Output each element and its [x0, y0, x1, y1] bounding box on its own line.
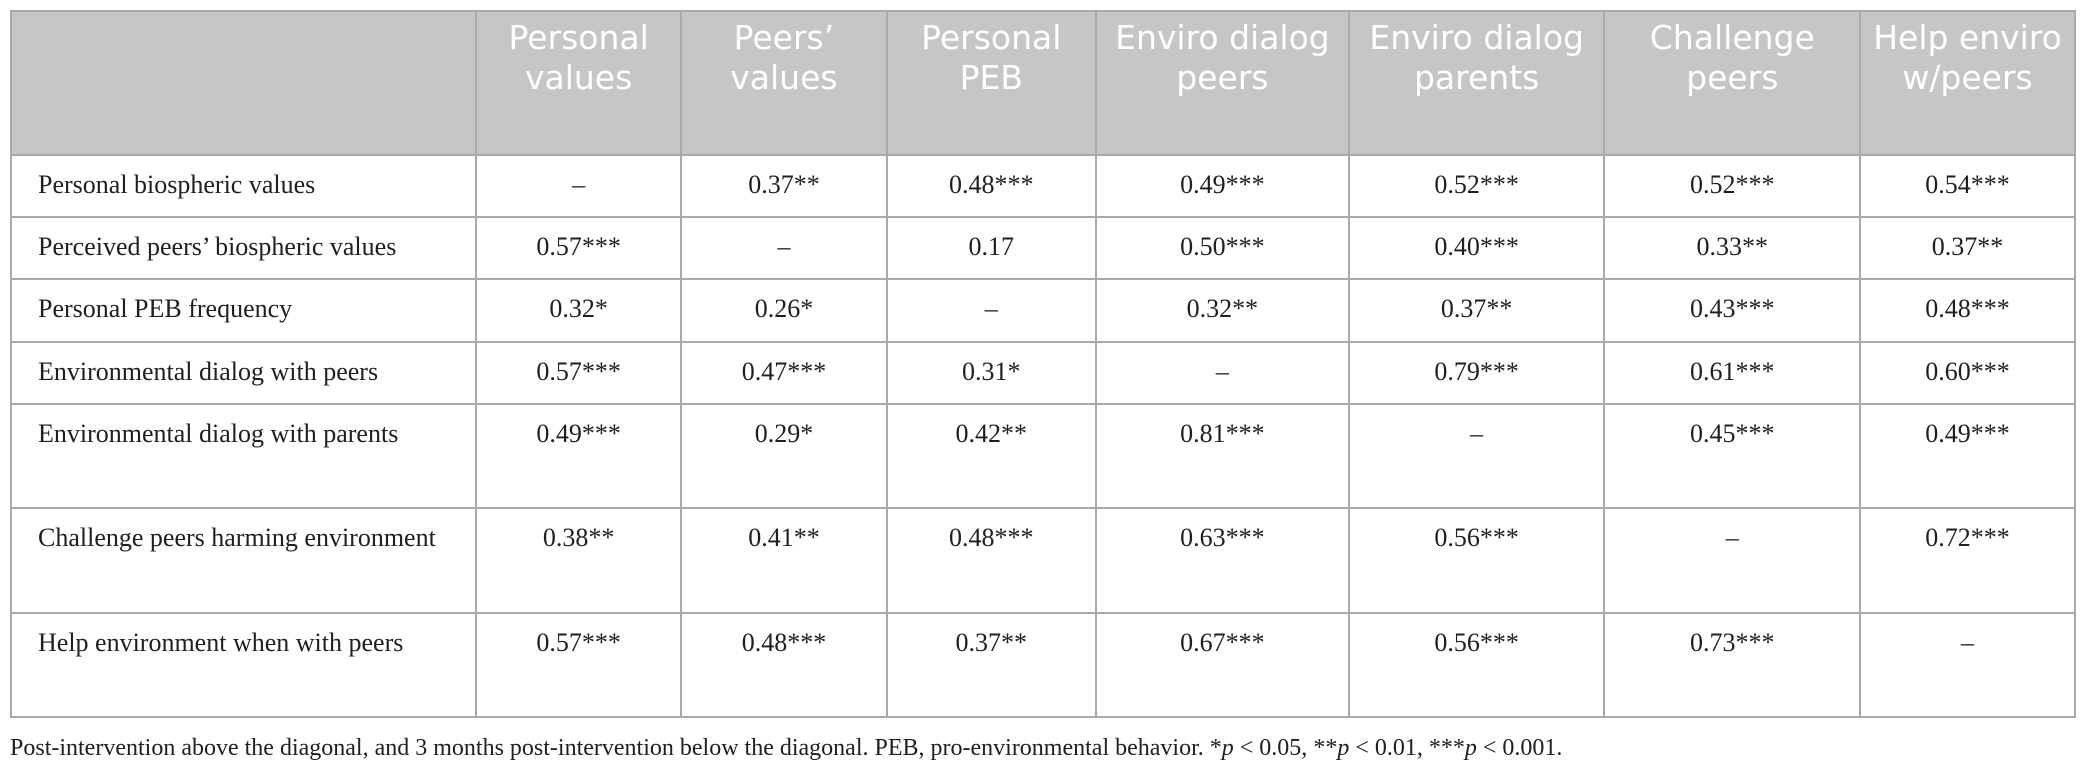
table-cell: 0.63***	[1094, 507, 1350, 614]
table-cell: 0.32*	[474, 278, 683, 343]
table-cell: 0.48***	[680, 611, 888, 719]
table-cell: –	[885, 278, 1097, 343]
table-row: Environmental dialog with parents 0.49**…	[10, 402, 2076, 510]
table-cell: 0.61***	[1603, 340, 1862, 405]
table-row: Personal biospheric values – 0.37** 0.48…	[10, 153, 2076, 219]
table-cell: –	[1347, 402, 1606, 510]
significance-mark: **	[1313, 735, 1338, 761]
table-cell: 0.73***	[1603, 611, 1862, 719]
header-cell: Personal values	[474, 10, 683, 156]
table-cell: 0.33**	[1603, 216, 1862, 281]
table-cell: 0.50***	[1094, 216, 1350, 281]
row-label: Personal PEB frequency	[10, 278, 477, 343]
header-cell: Enviro dialog parents	[1347, 10, 1606, 156]
table-cell: 0.37**	[680, 153, 888, 219]
table-cell: 0.72***	[1859, 507, 2076, 614]
table-cell: 0.48***	[885, 507, 1097, 614]
significance-threshold: < 0.01,	[1349, 735, 1429, 761]
table-cell: 0.17	[885, 216, 1097, 281]
header-cell: Challenge peers	[1603, 10, 1862, 156]
table-cell: 0.48***	[1859, 278, 2076, 343]
row-label: Help environment when with peers	[10, 611, 477, 719]
table-cell: 0.52***	[1347, 153, 1606, 219]
header-cell: Enviro dialog peers	[1094, 10, 1350, 156]
table-cell: 0.38**	[474, 507, 683, 614]
table-cell: 0.67***	[1094, 611, 1350, 719]
table-cell: 0.49***	[474, 402, 683, 510]
table-cell: 0.48***	[885, 153, 1097, 219]
significance-threshold: < 0.001.	[1476, 735, 1563, 761]
significance-mark: ***	[1428, 735, 1465, 761]
table-cell: 0.37**	[1859, 216, 2076, 281]
footnote-text: Post-intervention above the diagonal, an…	[10, 735, 1210, 761]
table-cell: 0.57***	[474, 216, 683, 281]
p-symbol: p	[1221, 735, 1234, 761]
table-row: Personal PEB frequency 0.32* 0.26* – 0.3…	[10, 278, 2076, 343]
table-cell: 0.49***	[1859, 402, 2076, 510]
row-label: Environmental dialog with parents	[10, 402, 477, 510]
table-cell: 0.37**	[1347, 278, 1606, 343]
row-label: Challenge peers harming environment	[10, 507, 477, 614]
table-cell: 0.31*	[885, 340, 1097, 405]
table-cell: 0.26*	[680, 278, 888, 343]
row-label: Perceived peers’ biospheric values	[10, 216, 477, 281]
table-cell: 0.57***	[474, 340, 683, 405]
table-footnote: Post-intervention above the diagonal, an…	[10, 731, 2076, 765]
header-cell: Help enviro w/peers	[1859, 10, 2076, 156]
table-cell: 0.49***	[1094, 153, 1350, 219]
table-row: Help environment when with peers 0.57***…	[10, 611, 2076, 719]
table-row: Perceived peers’ biospheric values 0.57*…	[10, 216, 2076, 281]
table-cell: 0.54***	[1859, 153, 2076, 219]
table-cell: 0.37**	[885, 611, 1097, 719]
header-cell: Personal PEB	[885, 10, 1097, 156]
significance-threshold: < 0.05,	[1233, 735, 1314, 761]
table-cell: 0.57***	[474, 611, 683, 719]
table-cell: 0.29*	[680, 402, 888, 510]
header-cell: Peers’ values	[680, 10, 888, 156]
table-cell: 0.56***	[1347, 507, 1606, 614]
table-cell: 0.43***	[1603, 278, 1862, 343]
table-cell: –	[1603, 507, 1862, 614]
table-row: Challenge peers harming environment 0.38…	[10, 507, 2076, 614]
significance-mark: *	[1209, 735, 1222, 761]
p-symbol: p	[1464, 735, 1477, 761]
table-cell: 0.42**	[885, 402, 1097, 510]
correlation-table: Personal values Peers’ values Personal P…	[10, 10, 2076, 719]
row-label: Environmental dialog with peers	[10, 340, 477, 405]
header-row: Personal values Peers’ values Personal P…	[10, 10, 2076, 156]
table-cell: 0.45***	[1603, 402, 1862, 510]
table-cell: 0.47***	[680, 340, 888, 405]
p-symbol: p	[1337, 735, 1350, 761]
table-cell: 0.41**	[680, 507, 888, 614]
table-cell: 0.56***	[1347, 611, 1606, 719]
table-cell: –	[1094, 340, 1350, 405]
row-label: Personal biospheric values	[10, 153, 477, 219]
table-cell: 0.79***	[1347, 340, 1606, 405]
table-cell: –	[474, 153, 683, 219]
table-cell: –	[1859, 611, 2076, 719]
table-cell: 0.81***	[1094, 402, 1350, 510]
table-row: Environmental dialog with peers 0.57*** …	[10, 340, 2076, 405]
table-cell: –	[680, 216, 888, 281]
table-cell: 0.52***	[1603, 153, 1862, 219]
header-cell-corner	[10, 10, 477, 156]
table-cell: 0.40***	[1347, 216, 1606, 281]
table-cell: 0.32**	[1094, 278, 1350, 343]
table-cell: 0.60***	[1859, 340, 2076, 405]
